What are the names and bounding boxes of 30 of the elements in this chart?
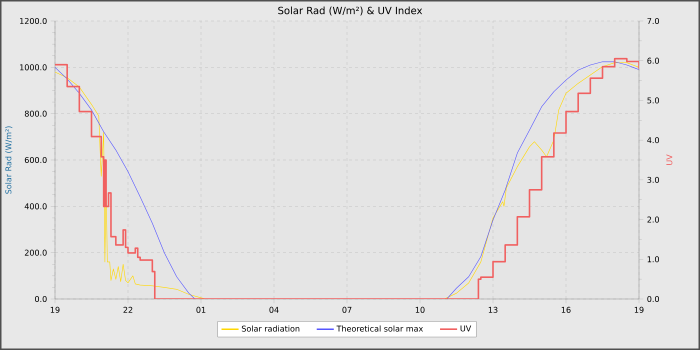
y2-tick-label: 7.0 [647,18,660,24]
y-tick-label: 0.0 [35,296,47,302]
x-tick-label: 19 [50,306,60,313]
x-tick-label: 07 [342,306,352,313]
x-tick-label: 01 [196,306,206,313]
x-tick-label: 04 [269,306,279,313]
legend-label: Theoretical solar max [336,325,423,332]
x-tick-label: 16 [562,306,571,313]
x-tick-label: 13 [488,306,498,313]
x-tick-label: 10 [416,306,425,313]
y2-tick-label: 6.0 [647,58,660,64]
legend-label: Solar radiation [242,325,300,332]
y-tick-label: 1000.0 [20,64,47,70]
y2-tick-label: 4.0 [647,137,660,144]
y2-tick-label: 5.0 [647,97,660,104]
y-tick-label: 1200.0 [20,18,47,24]
y2-tick-label: 3.0 [647,176,660,183]
y-tick-label: 800.0 [24,110,47,117]
y2-axis-title: UV [666,154,672,165]
chart-title: Solar Rad (W/m²) & UV Index [278,6,422,16]
y-tick-label: 400.0 [24,203,47,210]
y-axis-title: Solar Rad (W/m²) [5,126,12,194]
legend-label: UV [460,326,472,332]
y2-tick-label: 2.0 [647,216,660,223]
y2-tick-label: 1.0 [648,256,660,262]
x-tick-label: 19 [634,306,644,313]
y2-tick-label: 0.0 [647,296,660,302]
y-tick-label: 200.0 [24,250,47,256]
y-tick-label: 600.0 [24,156,47,164]
x-tick-label: 22 [123,306,132,313]
